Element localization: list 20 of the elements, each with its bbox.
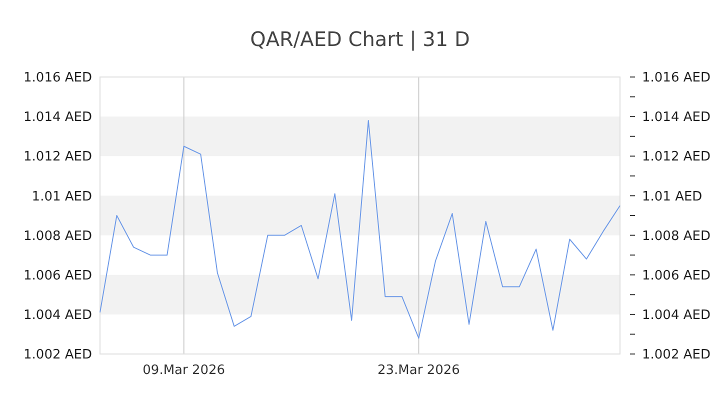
y2-tick-label: 1.002 AED	[642, 348, 710, 363]
y-tick-label: 1.006 AED	[24, 268, 92, 284]
y-tick-label: 1.002 AED	[24, 348, 92, 363]
y2-tick-label: 1.012 AED	[642, 150, 710, 165]
y-tick-label: 1.014 AED	[24, 110, 92, 126]
y-tick-label: 1.012 AED	[24, 150, 92, 165]
y2-tick-label: 1.014 AED	[642, 110, 710, 126]
y2-tick-label: 1.016 AED	[642, 70, 710, 86]
y2-tick-label: 1.004 AED	[642, 308, 710, 323]
y-tick-label: 1.004 AED	[24, 308, 92, 323]
y-tick-label: 1.01 AED	[32, 189, 92, 204]
chart-title: QAR/AED Chart | 31 D	[250, 27, 470, 51]
y2-tick-label: 1.01 AED	[642, 189, 702, 204]
y-tick-label: 1.016 AED	[24, 70, 92, 86]
x-tick-label: 09.Mar 2026	[142, 363, 226, 378]
y2-tick-label: 1.006 AED	[642, 268, 710, 284]
x-tick-label: 23.Mar 2026	[378, 363, 460, 378]
y-tick-label: 1.008 AED	[24, 228, 92, 244]
line-series	[100, 120, 620, 339]
y2-tick-label: 1.008 AED	[642, 228, 710, 244]
